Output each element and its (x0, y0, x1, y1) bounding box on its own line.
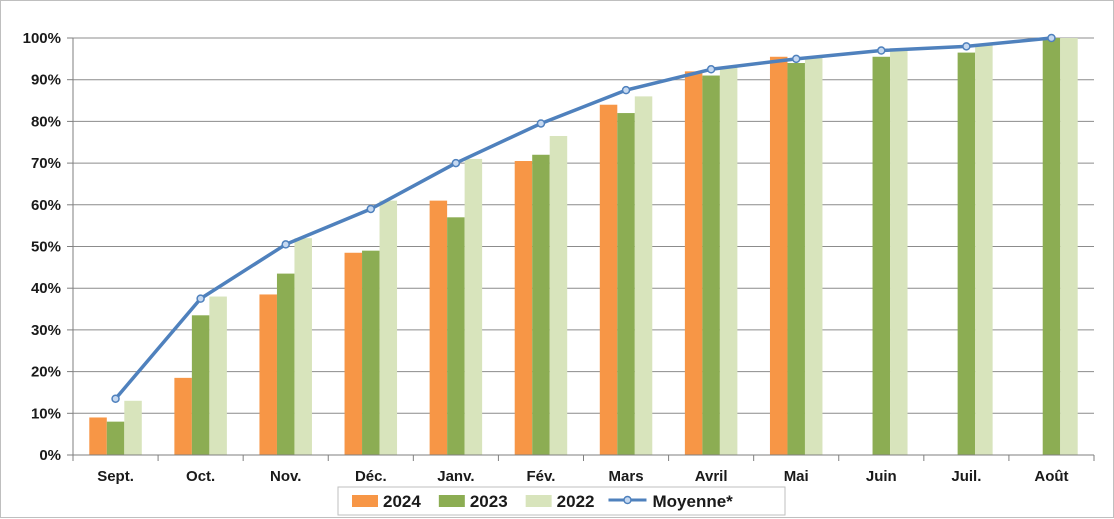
y-tick-label: 60% (31, 197, 61, 214)
bar-2022 (209, 296, 227, 455)
line-point (536, 119, 546, 128)
bar-2023 (787, 63, 805, 456)
bar-2024 (599, 104, 618, 455)
x-axis-ticks: Sept. Oct. Nov. Déc. Janv. Fév. Mars Avril Mai Ju… (97, 468, 1068, 485)
line-point (111, 394, 120, 403)
bar-2023 (362, 250, 380, 455)
line-Moyenne* (114, 36, 1052, 400)
line-point (706, 65, 716, 74)
line-point (877, 46, 886, 55)
x-tick-label: Juin (866, 468, 897, 485)
x-tick-label: Mai (784, 468, 809, 485)
bar-2023 (872, 56, 891, 455)
bar-2024 (259, 294, 277, 455)
x-tick-label: Déc. (355, 468, 387, 485)
line-point (196, 294, 205, 303)
bar-2023 (1042, 38, 1061, 455)
gridlines (67, 37, 1094, 456)
bar-2023 (532, 154, 550, 455)
bar-2024 (514, 161, 533, 455)
y-tick-label: 0% (39, 447, 61, 464)
bar-2023 (957, 52, 976, 455)
bars (89, 38, 1078, 456)
bar-2023 (276, 273, 295, 455)
bar-2022 (804, 56, 823, 455)
line-point (962, 42, 971, 51)
bar-2023 (106, 421, 125, 455)
line-point (791, 54, 801, 64)
x-tick-label: Août (1034, 468, 1068, 485)
x-tick-label: Fév. (527, 468, 556, 485)
y-tick-label: 40% (31, 280, 61, 297)
bar-2024 (174, 377, 192, 455)
line-point (1047, 33, 1056, 43)
x-tick-label: Oct. (186, 468, 215, 485)
line-point (281, 240, 290, 249)
legend-swatch (438, 495, 465, 507)
axes (72, 38, 1095, 461)
y-axis-ticks: 0% 10% 20% 30% 40% 50% 60% 70% 80% 90% 100% (23, 30, 61, 464)
average-line (111, 33, 1056, 403)
legend-label: Moyenne* (652, 492, 733, 511)
legend-label: 2022 (557, 492, 595, 511)
legend-label: 2024 (383, 492, 421, 511)
bar-2022 (890, 48, 908, 456)
y-tick-label: 90% (31, 72, 61, 89)
bar-2022 (464, 158, 483, 455)
bar-2024 (89, 417, 107, 455)
y-tick-label: 70% (31, 155, 61, 172)
bar-2023 (447, 217, 465, 455)
line-point (366, 204, 376, 214)
bar-2023 (617, 113, 635, 455)
x-tick-label: Mars (609, 468, 644, 485)
legend-marker (623, 495, 632, 505)
bar-2022 (294, 238, 312, 455)
x-tick-label: Juil. (951, 468, 981, 485)
bar-2024 (344, 252, 363, 455)
bar-2022 (634, 96, 653, 455)
bar-2022 (124, 400, 142, 455)
bar-2024 (429, 200, 448, 455)
bar-2022 (379, 200, 398, 455)
legend-swatch (525, 495, 552, 507)
bar-2024 (769, 56, 788, 455)
y-tick-label: 30% (31, 322, 61, 339)
bar-2023 (702, 75, 720, 455)
y-tick-label: 100% (23, 30, 61, 47)
line-point (621, 85, 631, 95)
y-tick-label: 80% (31, 113, 61, 130)
line-point (451, 158, 461, 168)
y-tick-label: 10% (31, 405, 61, 422)
y-tick-label: 50% (31, 239, 61, 256)
bar-2022 (719, 67, 738, 455)
legend-swatch (352, 495, 378, 507)
bar-2022 (549, 135, 568, 455)
bar-2024 (684, 71, 703, 456)
legend: 2024 2023 2022 Moyenne* (337, 486, 786, 516)
bar-2023 (191, 315, 210, 455)
bar-2022 (1060, 38, 1078, 455)
y-tick-label: 20% (31, 364, 61, 381)
legend-label: 2023 (470, 492, 508, 511)
x-tick-label: Janv. (437, 468, 474, 485)
x-tick-label: Avril (695, 468, 728, 485)
bar-2022 (975, 44, 993, 455)
x-tick-label: Sept. (97, 468, 134, 485)
legend-box (337, 486, 786, 516)
x-tick-label: Nov. (270, 468, 301, 485)
